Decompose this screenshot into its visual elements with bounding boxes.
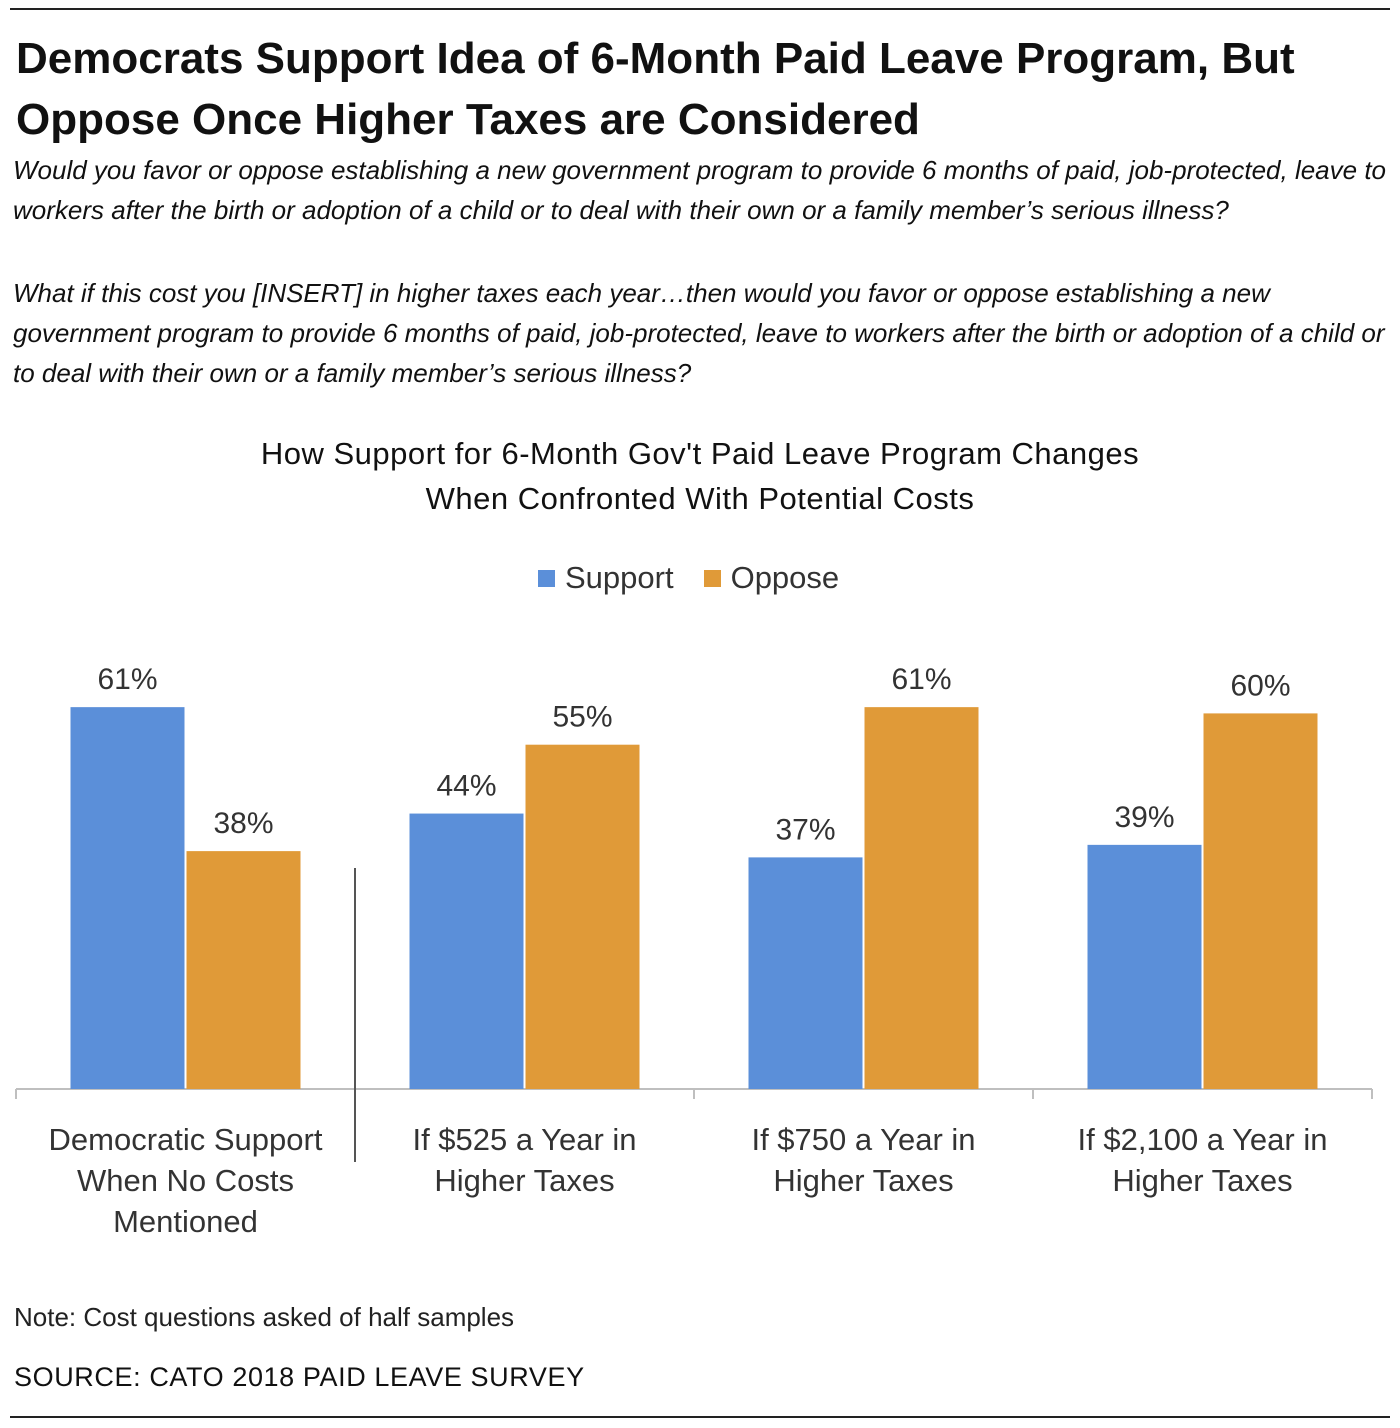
bottom-rule	[10, 1416, 1390, 1418]
data-label-support-3: 39%	[1114, 801, 1174, 834]
bar-chart: 61% 38% Democratic Support When No Costs Men…	[15, 663, 1373, 1239]
chart-source: SOURCE: CATO 2018 PAID LEAVE SURVEY	[14, 1362, 585, 1392]
legend-swatch-oppose	[703, 569, 721, 587]
data-label-oppose-3: 60%	[1230, 669, 1290, 702]
bar-oppose-2	[864, 707, 979, 1089]
data-label-oppose-2: 61%	[891, 663, 951, 696]
legend-item-oppose: Oppose	[703, 560, 840, 596]
bar-support-0	[70, 707, 185, 1089]
bar-oppose-0	[186, 851, 301, 1089]
legend-item-support: Support	[538, 560, 674, 596]
category-label-0-line-0: Democratic Support	[49, 1122, 323, 1157]
category-label-3-line-0: If $2,100 a Year in	[1078, 1122, 1328, 1157]
chart-note: Note: Cost questions asked of half sampl…	[14, 1302, 515, 1332]
category-label-1-line-0: If $525 a Year in	[412, 1122, 636, 1157]
bar-support-3	[1087, 844, 1202, 1089]
data-label-oppose-1: 55%	[552, 701, 612, 734]
legend-label-support: Support	[565, 560, 674, 595]
category-label-2-line-1: Higher Taxes	[773, 1163, 953, 1198]
legend-label-oppose: Oppose	[730, 560, 840, 595]
bar-oppose-1	[525, 744, 640, 1089]
chart-title-line-1: How Support for 6-Month Gov't Paid Leave…	[260, 436, 1140, 471]
category-label-3-line-1: Higher Taxes	[1112, 1163, 1292, 1198]
category-label-0-line-1: When No Costs	[77, 1163, 294, 1198]
legend-swatch-support	[538, 569, 555, 587]
chart-legend: Support Oppose	[538, 558, 869, 598]
data-label-support-0: 61%	[97, 663, 157, 696]
top-rule	[10, 8, 1390, 10]
bar-support-1	[409, 813, 524, 1089]
survey-question-1: Would you favor or oppose establishing a…	[13, 155, 1387, 225]
category-label-1-line-1: Higher Taxes	[434, 1163, 614, 1198]
title-line-2: Oppose Once Higher Taxes are Considered	[16, 95, 920, 144]
page-title: Democrats Support Idea of 6-Month Paid L…	[16, 28, 1386, 150]
bar-support-2	[748, 857, 863, 1089]
bar-oppose-3	[1203, 713, 1318, 1089]
chart-title-line-2: When Confronted With Potential Costs	[425, 481, 975, 516]
category-label-2-line-0: If $750 a Year in	[751, 1122, 975, 1157]
title-line-1: Democrats Support Idea of 6-Month Paid L…	[16, 34, 1295, 83]
survey-question-2: What if this cost you [INSERT] in higher…	[13, 278, 1385, 388]
category-label-0-line-2: Mentioned	[113, 1204, 258, 1239]
data-label-support-2: 37%	[775, 813, 835, 846]
data-label-support-1: 44%	[436, 770, 496, 803]
data-label-oppose-0: 38%	[213, 807, 273, 840]
